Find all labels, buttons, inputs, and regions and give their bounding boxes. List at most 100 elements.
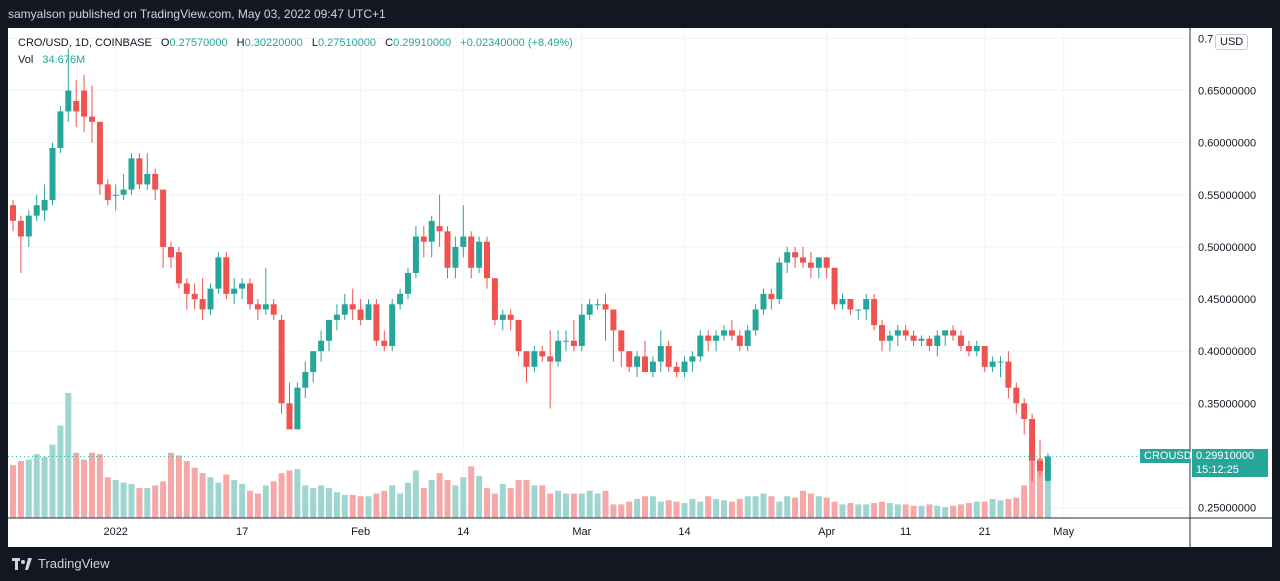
y-tick-label: 0.60000000 — [1198, 138, 1256, 150]
volume-bar — [823, 497, 830, 518]
volume-bar — [792, 497, 799, 518]
volume-bar — [191, 467, 198, 518]
volume-bar — [847, 503, 854, 518]
volume-bar — [207, 477, 214, 518]
candle-body — [397, 293, 404, 305]
candle-body — [349, 304, 356, 310]
volume-bar — [152, 485, 159, 518]
y-tick-label: 0.50000000 — [1198, 242, 1256, 254]
volume-bar — [768, 496, 775, 518]
candle-body — [547, 356, 554, 362]
candle-body — [531, 351, 538, 367]
volume-label: Vol — [18, 54, 34, 66]
volume-bar — [365, 496, 372, 518]
volume-bar — [357, 496, 364, 518]
volume-bar — [262, 485, 269, 518]
volume-bar — [175, 455, 182, 518]
candle-body — [760, 293, 767, 310]
volume-bar — [926, 504, 933, 518]
high-label: H — [236, 37, 245, 49]
candle-body — [136, 158, 143, 185]
volume-bar — [318, 485, 325, 518]
candle-body — [752, 309, 759, 331]
candle-body — [973, 345, 980, 352]
volume-bar — [333, 492, 340, 518]
volume-bar — [673, 501, 680, 518]
candle-body — [207, 288, 214, 310]
volume-bar — [41, 456, 48, 518]
y-tick-label: 0.55000000 — [1198, 190, 1256, 202]
volume-bar — [507, 488, 514, 518]
candle-body — [231, 288, 238, 294]
volume-bar — [981, 501, 988, 518]
volume-bar — [349, 494, 356, 518]
candle-body — [634, 356, 641, 367]
volume-bar — [310, 488, 317, 518]
candle-body — [215, 257, 222, 289]
candle-body — [894, 330, 901, 336]
volume-bar — [721, 500, 727, 518]
volume-bar — [618, 504, 625, 518]
volume-bar — [831, 501, 838, 518]
volume-bar — [902, 504, 909, 518]
volume-bar — [886, 503, 893, 518]
volume-bar — [81, 459, 88, 518]
volume-bar — [120, 482, 127, 518]
volume-bar — [341, 494, 348, 518]
low-label: L — [311, 37, 318, 49]
volume-bar — [681, 503, 688, 518]
volume-bar — [239, 484, 246, 518]
candle-body — [326, 319, 332, 341]
volume-bar — [626, 501, 633, 518]
candle-body — [942, 330, 949, 336]
candle-body — [405, 273, 411, 294]
x-tick-label: 14 — [678, 526, 690, 538]
candle-body — [997, 361, 1004, 363]
currency-badge[interactable]: USD — [1215, 34, 1249, 50]
volume-bar — [539, 485, 546, 518]
candle-body — [863, 299, 870, 310]
candle-body — [618, 330, 625, 352]
volume-bar — [460, 477, 467, 518]
candle-body — [389, 304, 396, 346]
candle-body — [989, 361, 996, 367]
candle-body — [412, 236, 419, 273]
y-tick-label: 0.7 — [1198, 33, 1213, 45]
volume-bar — [128, 484, 135, 518]
candle-body — [199, 299, 206, 310]
change-value: +0.02340000 (+8.49%) — [460, 37, 573, 49]
volume-bar — [784, 496, 791, 518]
candle-body — [847, 299, 854, 310]
candle-body — [657, 345, 664, 362]
volume-bar — [389, 485, 396, 518]
chart-area[interactable]: 0.7 0.65000000 0.60000000 0.55000000 0.50000… — [8, 28, 1272, 547]
footer: TradingView — [0, 547, 1280, 581]
volume-bar — [17, 460, 24, 518]
volume-bar — [452, 485, 459, 518]
volume-bar — [965, 503, 972, 518]
candle-body — [112, 194, 119, 196]
candle-body — [444, 231, 451, 268]
candle-body — [270, 304, 277, 315]
candle-body — [1005, 361, 1012, 388]
candlestick-chart[interactable]: 0.7 0.65000000 0.60000000 0.55000000 0.50000… — [8, 28, 1272, 547]
candle-body — [981, 345, 988, 367]
volume-bar — [855, 504, 862, 518]
candle-body — [373, 304, 380, 341]
volume-bar — [1005, 498, 1012, 518]
y-tick-label: 0.35000000 — [1198, 398, 1256, 410]
candle-body — [642, 356, 648, 373]
candle-body — [926, 338, 933, 346]
volume-bar — [776, 501, 783, 518]
candle-body — [784, 252, 791, 263]
candle-body — [381, 340, 388, 346]
volume-bar — [96, 454, 103, 518]
volume-bar — [555, 490, 562, 518]
candle-body — [452, 246, 459, 268]
symbol-label[interactable]: CRO/USD, 1D, COINBASE — [18, 37, 152, 49]
close-label: C — [385, 37, 394, 49]
candle-body — [626, 351, 633, 367]
tradingview-logo-icon — [12, 558, 32, 570]
volume-bar — [563, 493, 569, 518]
tradingview-brand[interactable]: TradingView — [12, 547, 110, 581]
